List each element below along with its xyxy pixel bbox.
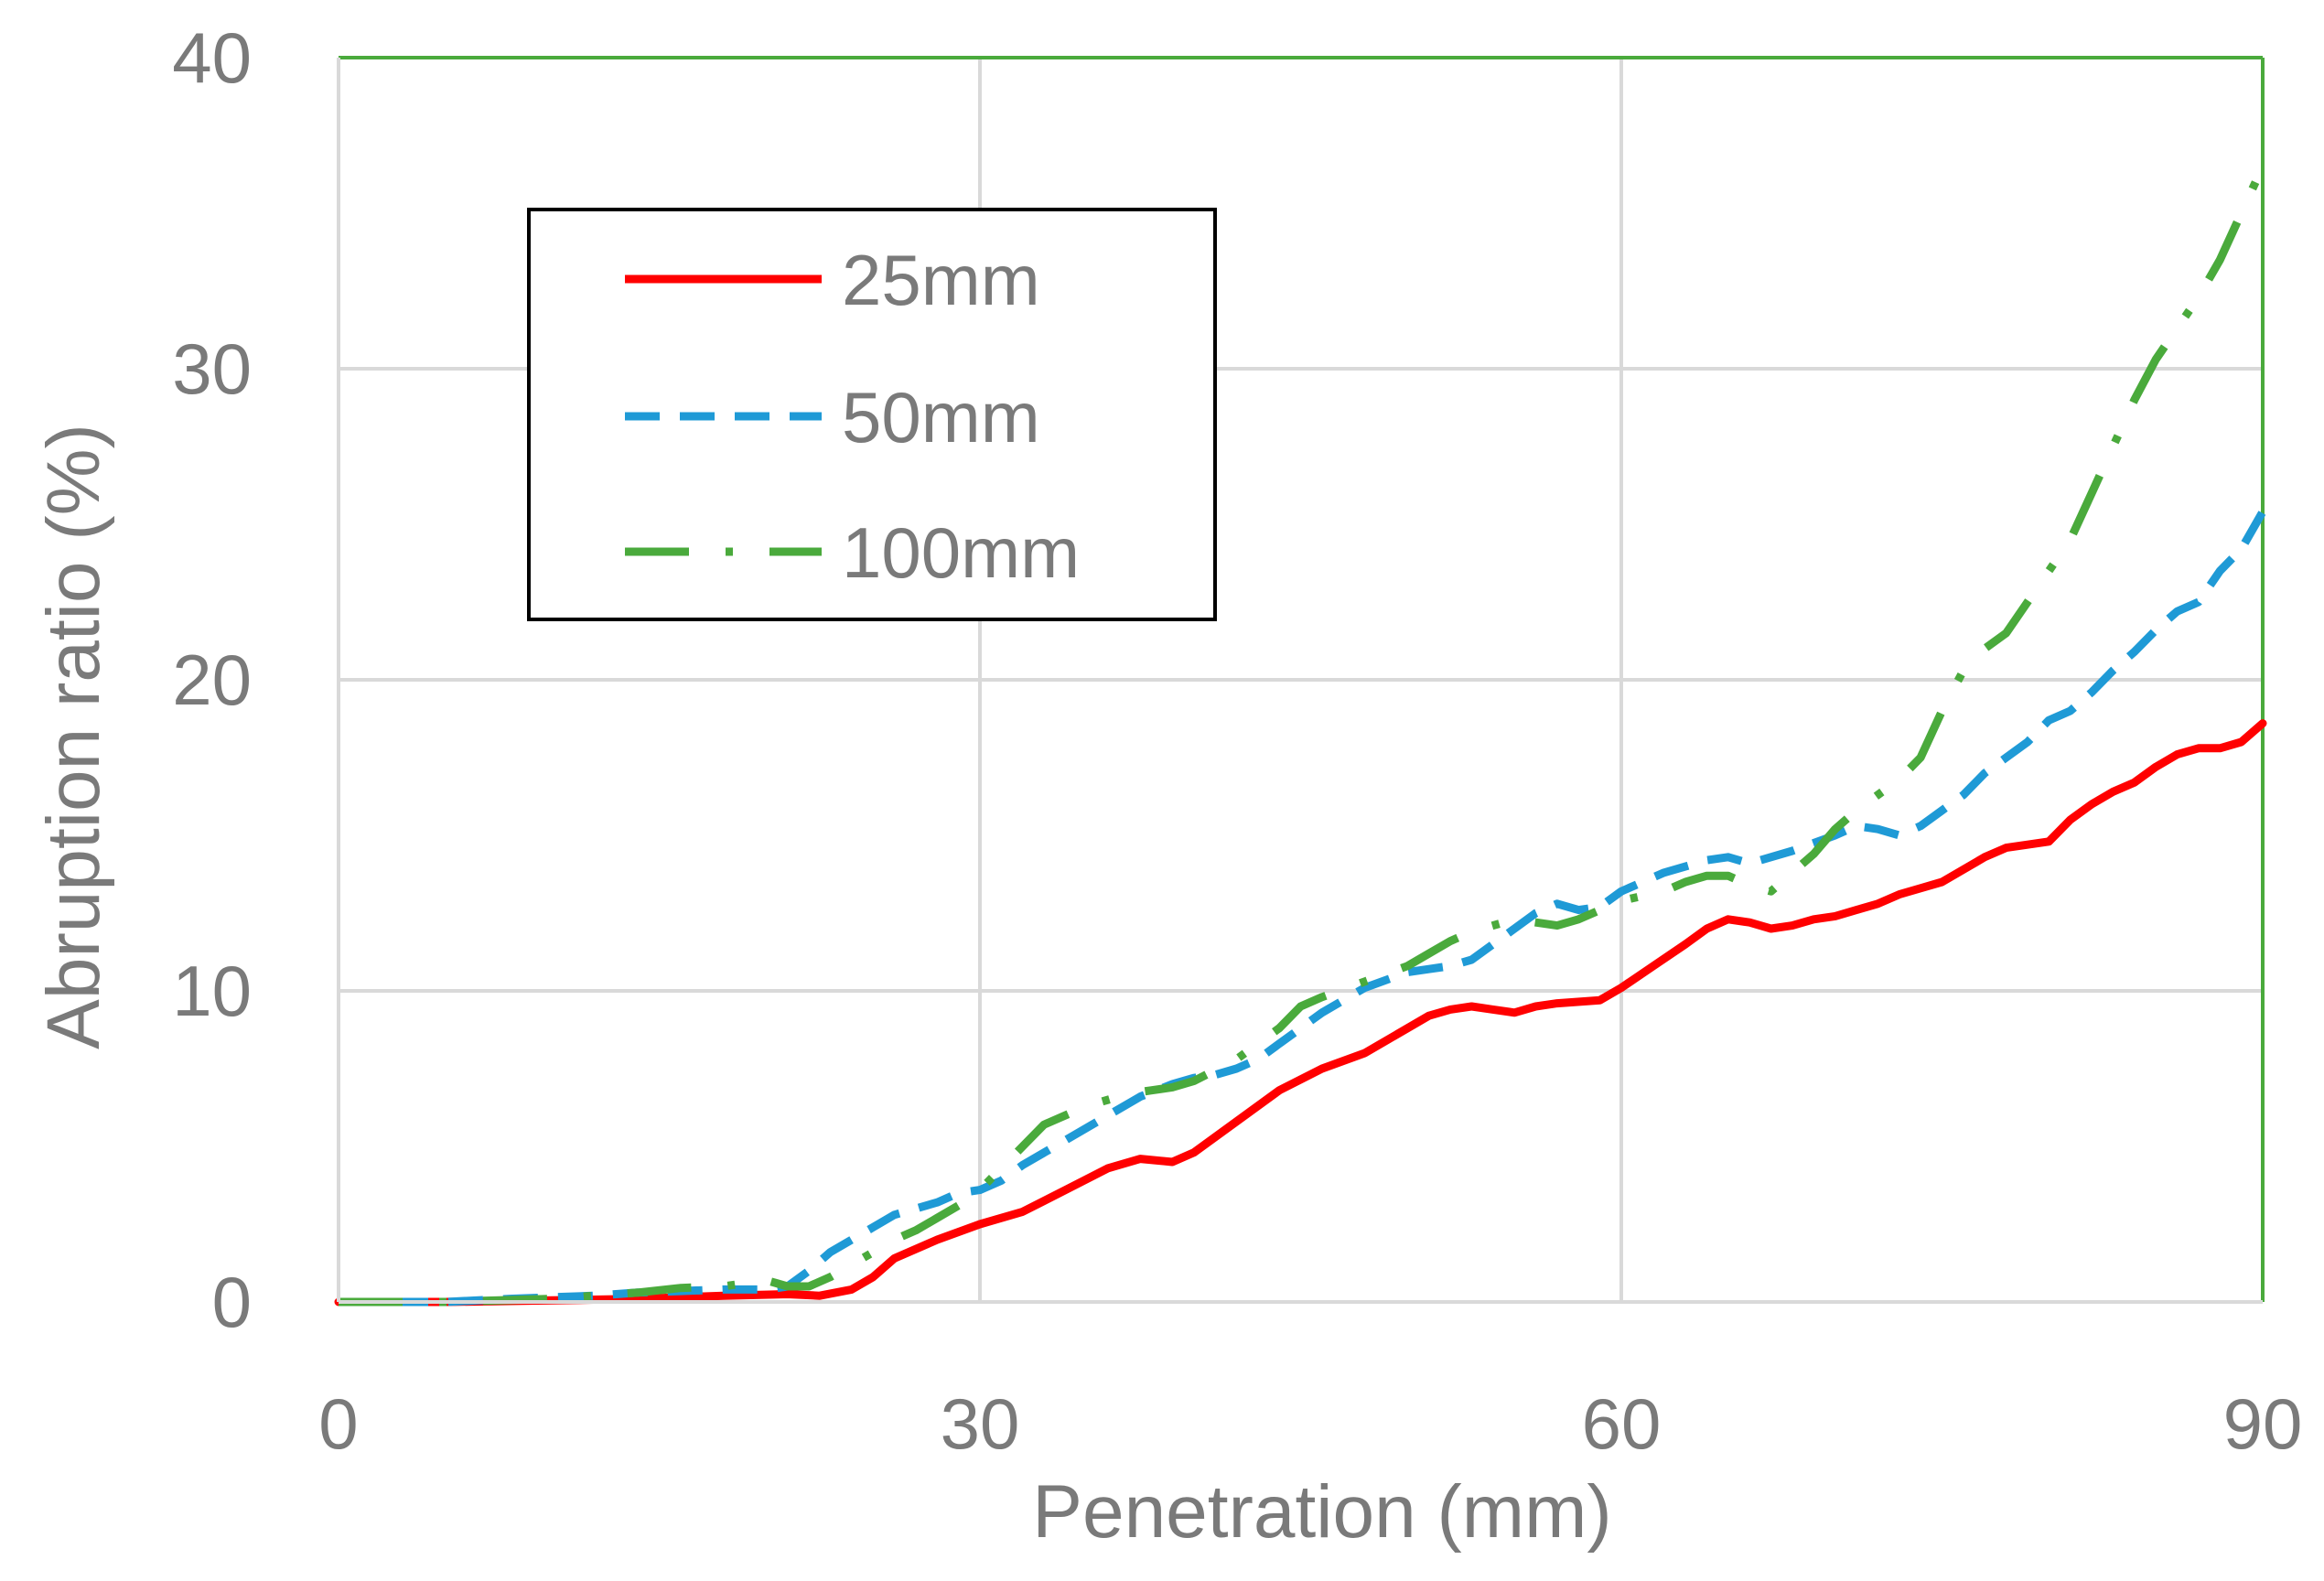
x-tick-label: 60 bbox=[1582, 1383, 1662, 1464]
x-tick-label: 90 bbox=[2223, 1383, 2303, 1464]
legend-label-25mm: 25mm bbox=[842, 240, 1040, 320]
y-axis: 0 10 20 30 40 bbox=[172, 17, 340, 1342]
y-tick-label: 10 bbox=[172, 951, 252, 1031]
y-tick-label: 40 bbox=[172, 17, 252, 98]
x-axis-title: Penetration (mm) bbox=[1032, 1470, 1611, 1554]
series-line-50mm bbox=[339, 510, 2266, 1307]
y-tick-label: 30 bbox=[172, 328, 252, 409]
legend-label-50mm: 50mm bbox=[842, 377, 1040, 457]
series-line-25mm bbox=[334, 719, 2267, 1307]
y-tick-label: 0 bbox=[212, 1262, 252, 1342]
x-tick-label: 0 bbox=[318, 1383, 358, 1464]
legend-label-100mm: 100mm bbox=[842, 512, 1080, 593]
y-tick-label: 20 bbox=[172, 640, 252, 720]
legend: 25mm 50mm 100mm bbox=[527, 208, 1217, 621]
x-tick-label: 30 bbox=[941, 1383, 1020, 1464]
series-lines bbox=[334, 165, 2267, 1307]
y-axis-title: Abruption ratio (%) bbox=[32, 424, 115, 1049]
series-line-100mm bbox=[339, 165, 2267, 1307]
x-axis: 0 30 60 90 bbox=[318, 1300, 2303, 1464]
